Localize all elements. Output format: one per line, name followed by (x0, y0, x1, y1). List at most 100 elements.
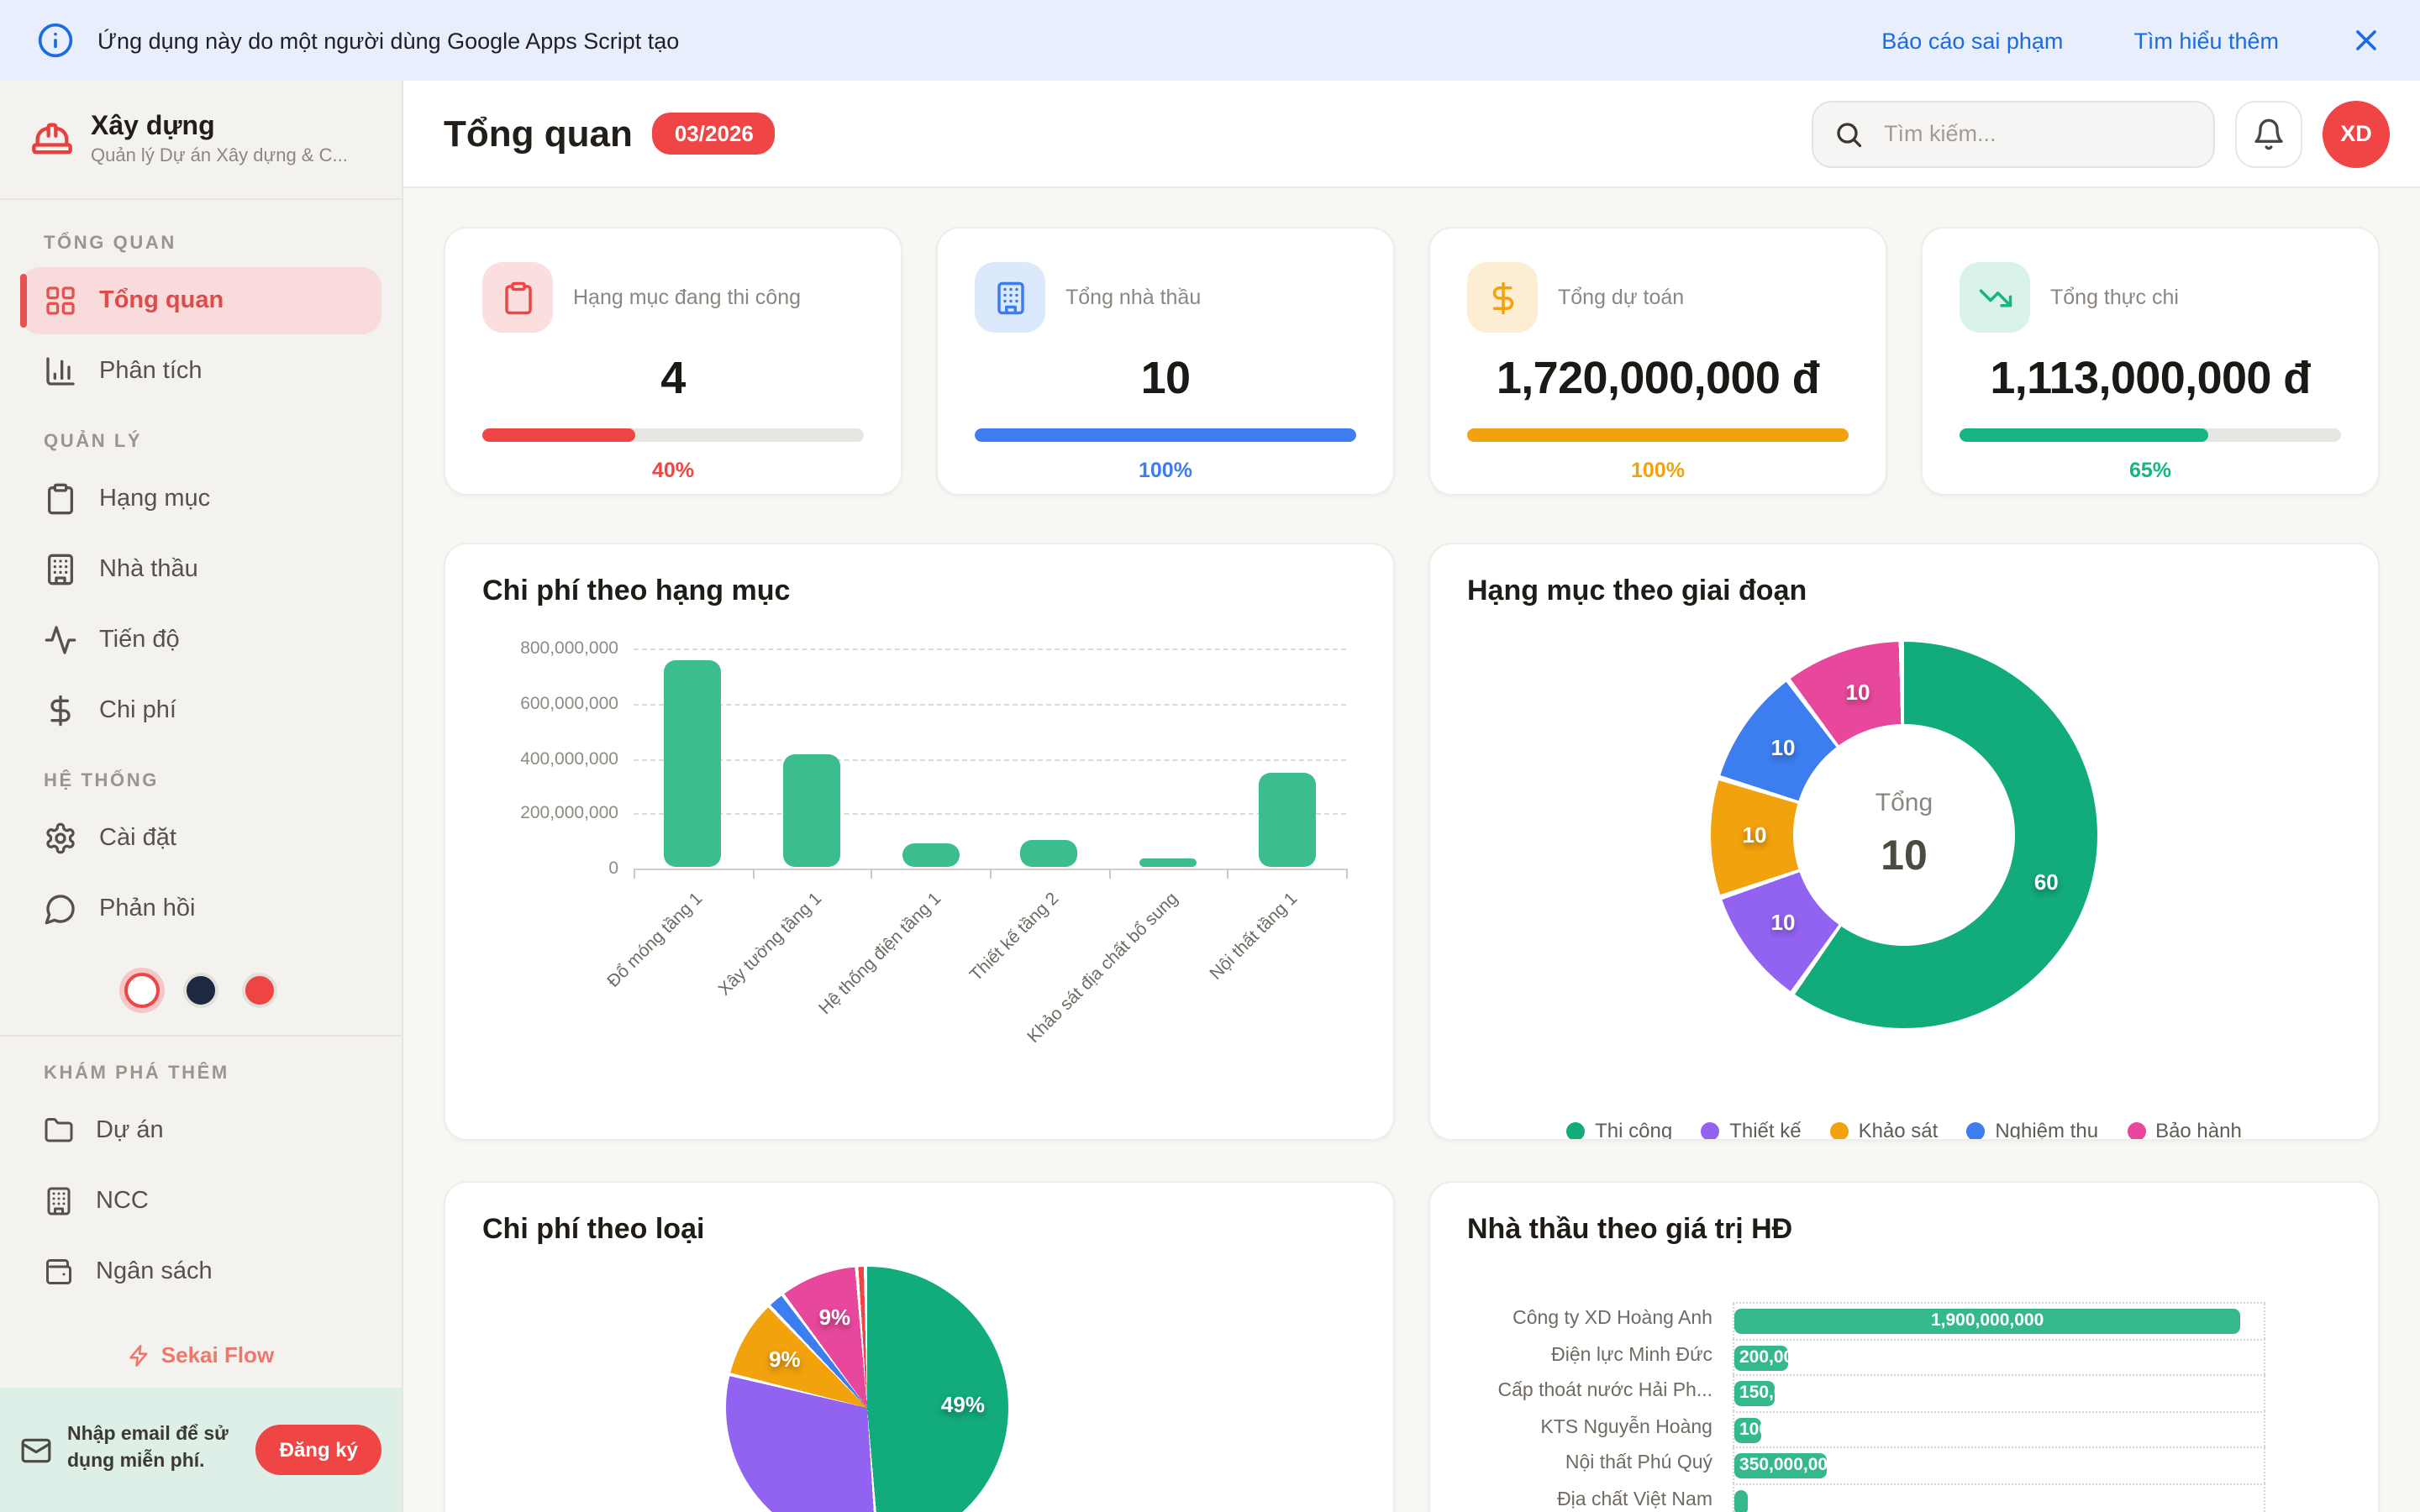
wallet-icon (44, 1257, 74, 1287)
sidebar-section-label: KHÁM PHÁ THÊM (44, 1063, 229, 1084)
sidebar-item-chi-phí[interactable]: Chi phí (20, 677, 381, 744)
sidebar-item-ngân-sách[interactable]: Ngân sách (20, 1238, 381, 1305)
stat-card: Tổng thực chi 1,113,000,000 đ 65% (1921, 227, 2380, 496)
contractor-row: Cấp thoát nước Hải Ph... 150,000,000 (1467, 1374, 2341, 1410)
contractor-row: Điện lực Minh Đức 200,000,000 (1467, 1338, 2341, 1374)
hbar-track: 150,000,000 (1733, 1374, 2265, 1410)
donut-slice-value: 60 (2033, 869, 2059, 894)
doughnut-chart (1711, 642, 2097, 1028)
hbar-value (1734, 1489, 1748, 1512)
stat-label: Tổng dự toán (1558, 286, 1685, 309)
email-signup-banner: Nhập email để sử dụng miễn phí. Đăng ký (0, 1388, 402, 1512)
sidebar-item-tổng-quan[interactable]: Tổng quan (20, 267, 381, 334)
sidebar-item-label: Phản hồi (99, 895, 196, 922)
stat-value: 1,113,000,000 đ (1990, 353, 2311, 403)
hbar-track: 100,000,000 (1733, 1410, 2265, 1446)
sidebar-section-label: HỆ THỐNG (44, 771, 159, 791)
sidebar-item-label: NCC (96, 1188, 149, 1215)
dollar-icon (44, 694, 77, 727)
pie-chart (726, 1267, 1008, 1512)
avatar[interactable]: XD (2323, 100, 2390, 167)
pie-slice-value: 49% (940, 1392, 985, 1418)
search-input[interactable] (1881, 119, 2193, 148)
x-axis-tick (871, 869, 873, 879)
sidebar-item-ncc[interactable]: NCC (20, 1168, 381, 1235)
close-icon[interactable] (2349, 24, 2383, 57)
search-box[interactable] (1812, 100, 2215, 167)
building-icon (975, 262, 1045, 333)
sidebar-item-phản-hồi[interactable]: Phản hồi (20, 875, 381, 942)
donut-center-label: Tổng (1875, 789, 1933, 817)
hbar-value: 100,000,000 (1734, 1417, 1761, 1442)
stat-progress-track (1467, 428, 1849, 442)
notifications-button[interactable] (2235, 100, 2302, 167)
gridline (634, 759, 1346, 760)
gas-warning-banner: Ứng dụng này do một người dùng Google Ap… (0, 0, 2420, 81)
gridline (634, 648, 1346, 650)
hbar-track: 1,900,000,000 (1733, 1302, 2265, 1338)
legend-item-Bảo hành: Bảo hành (2127, 1119, 2242, 1139)
gridline (634, 703, 1346, 706)
dollar-icon (1467, 262, 1538, 333)
legend-dot (2127, 1121, 2146, 1139)
stat-percent: 100% (1631, 459, 1685, 482)
chart-card-contractors-by-value: Nhà thầu theo giá trị HĐ Công ty XD Hoàn… (1428, 1181, 2380, 1512)
sidebar-section-label: TỔNG QUAN (44, 234, 176, 254)
sidebar-item-phân-tích[interactable]: Phân tích (20, 338, 381, 405)
trending-down-icon (1960, 262, 2030, 333)
sidebar-item-nhà-thầu[interactable]: Nhà thầu (20, 536, 381, 603)
register-button[interactable]: Đăng ký (255, 1425, 381, 1475)
sidebar-item-tiến-độ[interactable]: Tiến độ (20, 606, 381, 674)
x-axis-label: Thiết kế tầng 2 (966, 889, 1064, 986)
stat-progress-fill (1960, 428, 2208, 442)
stat-card: Hạng mục đang thi công 4 40% (444, 227, 902, 496)
stat-progress-fill (1467, 428, 1849, 442)
contractor-name: Điện lực Minh Đức (1551, 1345, 1712, 1365)
hbar-track (1733, 1483, 2265, 1512)
sidebar-item-hạng-mục[interactable]: Hạng mục (20, 465, 381, 533)
x-axis-tick (1227, 869, 1229, 879)
theme-swatch-white[interactable] (124, 973, 160, 1008)
sidebar: Xây dựng Quản lý Dự án Xây dựng & C... T… (0, 81, 403, 1512)
contractor-row: KTS Nguyễn Hoàng 100,000,000 (1467, 1410, 2341, 1446)
learn-more-link[interactable]: Tìm hiểu thêm (2133, 28, 2279, 53)
x-axis-tick (990, 869, 992, 879)
sidebar-item-label: Hạng mục (99, 486, 211, 512)
x-axis-label: Hệ thống điện tầng 1 (814, 889, 945, 1019)
contractor-row: Địa chất Việt Nam (1467, 1483, 2341, 1512)
contractor-name: Địa chất Việt Nam (1557, 1489, 1712, 1509)
legend-item-Nghiệm thu: Nghiệm thu (1966, 1119, 2098, 1139)
contractor-name: KTS Nguyễn Hoàng (1540, 1417, 1712, 1437)
clipboard-icon (482, 262, 553, 333)
legend-item-Thiết kế: Thiết kế (1701, 1119, 1802, 1139)
x-axis-tick (634, 869, 635, 879)
y-axis-tick: 600,000,000 (520, 693, 618, 714)
legend-item-Thi công: Thi công (1566, 1119, 1672, 1139)
donut-slice-value: 10 (1770, 734, 1796, 760)
bar-Nội thất tầng 1 (1258, 772, 1316, 867)
zap-icon (128, 1343, 151, 1367)
bell-icon (2252, 117, 2286, 150)
theme-swatch-navy[interactable] (183, 973, 218, 1008)
sidebar-item-label: Chi phí (99, 697, 176, 724)
sidebar-item-label: Ngân sách (96, 1258, 213, 1285)
contractor-name: Công ty XD Hoàng Anh (1512, 1309, 1712, 1329)
sekai-flow-brand[interactable]: Sekai Flow (0, 1342, 402, 1368)
sidebar-item-label: Cài đặt (99, 825, 176, 852)
dashboard-content: Hạng mục đang thi công 4 40% Tổng nhà th… (403, 188, 2420, 1512)
folder-icon (44, 1116, 74, 1146)
stat-card: Tổng nhà thầu 10 100% (936, 227, 1395, 496)
pie-slice-value: 9% (769, 1346, 801, 1372)
sidebar-item-label: Dự án (96, 1117, 164, 1144)
topbar: Tổng quan 03/2026 XD (403, 81, 2420, 188)
report-abuse-link[interactable]: Báo cáo sai phạm (1881, 28, 2064, 53)
sidebar-divider (0, 1035, 402, 1037)
activity-icon (44, 623, 77, 657)
chart-title: Hạng mục theo giai đoạn (1467, 575, 1807, 606)
sidebar-item-cài-đặt[interactable]: Cài đặt (20, 805, 381, 872)
stat-percent: 40% (651, 459, 695, 482)
sidebar-item-dự-án[interactable]: Dự án (20, 1097, 381, 1164)
theme-swatch-red[interactable] (242, 973, 277, 1008)
clipboard-icon (44, 482, 77, 516)
